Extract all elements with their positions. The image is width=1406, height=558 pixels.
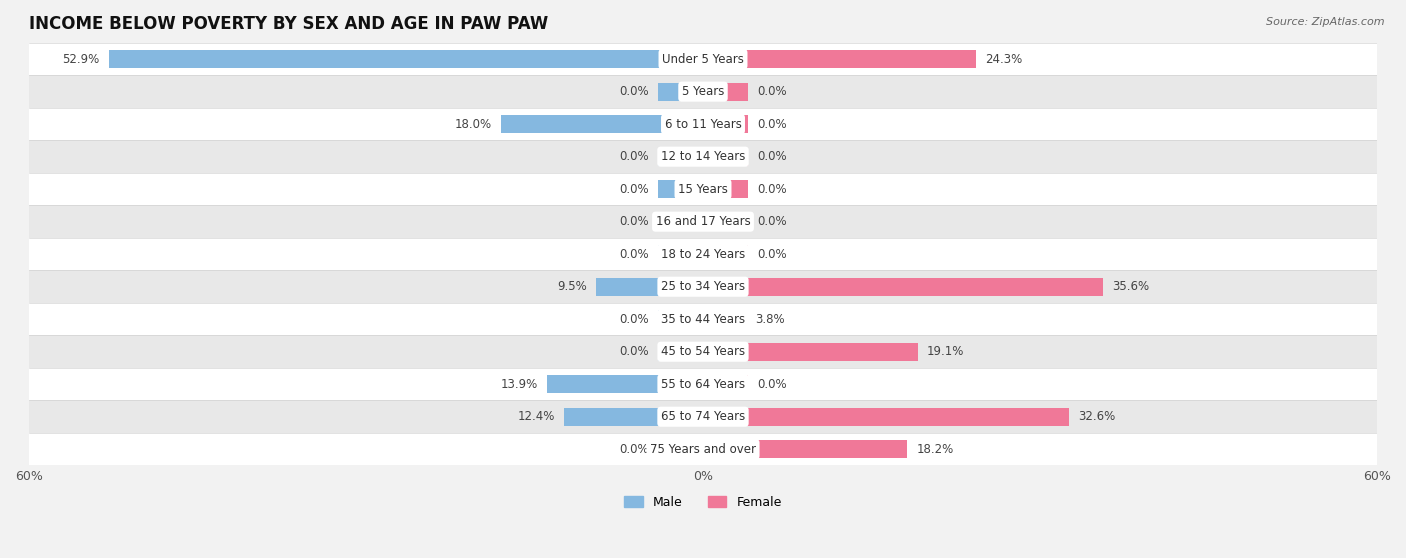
Text: 12 to 14 Years: 12 to 14 Years — [661, 150, 745, 163]
Bar — [30, 335, 1376, 368]
Bar — [658, 246, 703, 263]
Legend: Male, Female: Male, Female — [619, 491, 787, 514]
Text: 25 to 34 Years: 25 to 34 Years — [661, 280, 745, 293]
Bar — [30, 75, 1376, 108]
Text: 0.0%: 0.0% — [620, 345, 650, 358]
Text: 15 Years: 15 Years — [678, 182, 728, 196]
Text: 65 to 74 Years: 65 to 74 Years — [661, 410, 745, 423]
Text: 3.8%: 3.8% — [755, 312, 785, 326]
Text: Under 5 Years: Under 5 Years — [662, 52, 744, 66]
Text: 0.0%: 0.0% — [620, 150, 650, 163]
Bar — [658, 213, 703, 230]
Bar — [703, 246, 748, 263]
Text: Source: ZipAtlas.com: Source: ZipAtlas.com — [1267, 17, 1385, 27]
Text: 18.0%: 18.0% — [454, 118, 492, 131]
Bar — [703, 376, 748, 393]
Text: 9.5%: 9.5% — [558, 280, 588, 293]
Text: 0.0%: 0.0% — [756, 215, 786, 228]
Text: 0.0%: 0.0% — [756, 150, 786, 163]
Text: 45 to 54 Years: 45 to 54 Years — [661, 345, 745, 358]
Text: 18.2%: 18.2% — [917, 442, 953, 456]
Text: 0.0%: 0.0% — [620, 85, 650, 98]
Text: 0.0%: 0.0% — [620, 442, 650, 456]
Bar — [30, 108, 1376, 141]
Text: 0.0%: 0.0% — [756, 378, 786, 391]
Bar — [703, 148, 748, 166]
Text: 35 to 44 Years: 35 to 44 Years — [661, 312, 745, 326]
Bar — [501, 115, 703, 133]
Text: 35.6%: 35.6% — [1112, 280, 1149, 293]
Bar — [564, 408, 703, 426]
Bar — [703, 50, 976, 68]
Text: 0.0%: 0.0% — [620, 248, 650, 261]
Text: 52.9%: 52.9% — [62, 52, 100, 66]
Text: 0.0%: 0.0% — [756, 182, 786, 196]
Bar — [30, 368, 1376, 401]
Text: INCOME BELOW POVERTY BY SEX AND AGE IN PAW PAW: INCOME BELOW POVERTY BY SEX AND AGE IN P… — [30, 15, 548, 33]
Bar — [30, 433, 1376, 465]
Text: 55 to 64 Years: 55 to 64 Years — [661, 378, 745, 391]
Bar — [703, 278, 1102, 296]
Bar — [30, 205, 1376, 238]
Bar — [658, 440, 703, 458]
Bar — [596, 278, 703, 296]
Bar — [30, 43, 1376, 75]
Text: 24.3%: 24.3% — [986, 52, 1022, 66]
Text: 18 to 24 Years: 18 to 24 Years — [661, 248, 745, 261]
Text: 19.1%: 19.1% — [927, 345, 965, 358]
Bar — [703, 180, 748, 198]
Bar — [703, 440, 907, 458]
Bar — [658, 180, 703, 198]
Text: 0.0%: 0.0% — [620, 312, 650, 326]
Text: 0.0%: 0.0% — [756, 118, 786, 131]
Bar — [30, 238, 1376, 271]
Bar — [658, 310, 703, 328]
Text: 0.0%: 0.0% — [756, 85, 786, 98]
Text: 6 to 11 Years: 6 to 11 Years — [665, 118, 741, 131]
Text: 75 Years and over: 75 Years and over — [650, 442, 756, 456]
Text: 13.9%: 13.9% — [501, 378, 538, 391]
Bar — [547, 376, 703, 393]
Bar — [703, 343, 918, 360]
Bar — [108, 50, 703, 68]
Text: 5 Years: 5 Years — [682, 85, 724, 98]
Bar — [703, 83, 748, 100]
Bar — [658, 343, 703, 360]
Bar — [30, 173, 1376, 205]
Bar — [703, 408, 1069, 426]
Bar — [703, 115, 748, 133]
Bar — [30, 303, 1376, 335]
Bar — [30, 401, 1376, 433]
Text: 0.0%: 0.0% — [620, 215, 650, 228]
Text: 32.6%: 32.6% — [1078, 410, 1115, 423]
Bar — [30, 141, 1376, 173]
Text: 0.0%: 0.0% — [620, 182, 650, 196]
Text: 0.0%: 0.0% — [756, 248, 786, 261]
Text: 12.4%: 12.4% — [517, 410, 555, 423]
Text: 16 and 17 Years: 16 and 17 Years — [655, 215, 751, 228]
Bar — [658, 148, 703, 166]
Bar — [703, 310, 745, 328]
Bar — [658, 83, 703, 100]
Bar — [30, 271, 1376, 303]
Bar — [703, 213, 748, 230]
